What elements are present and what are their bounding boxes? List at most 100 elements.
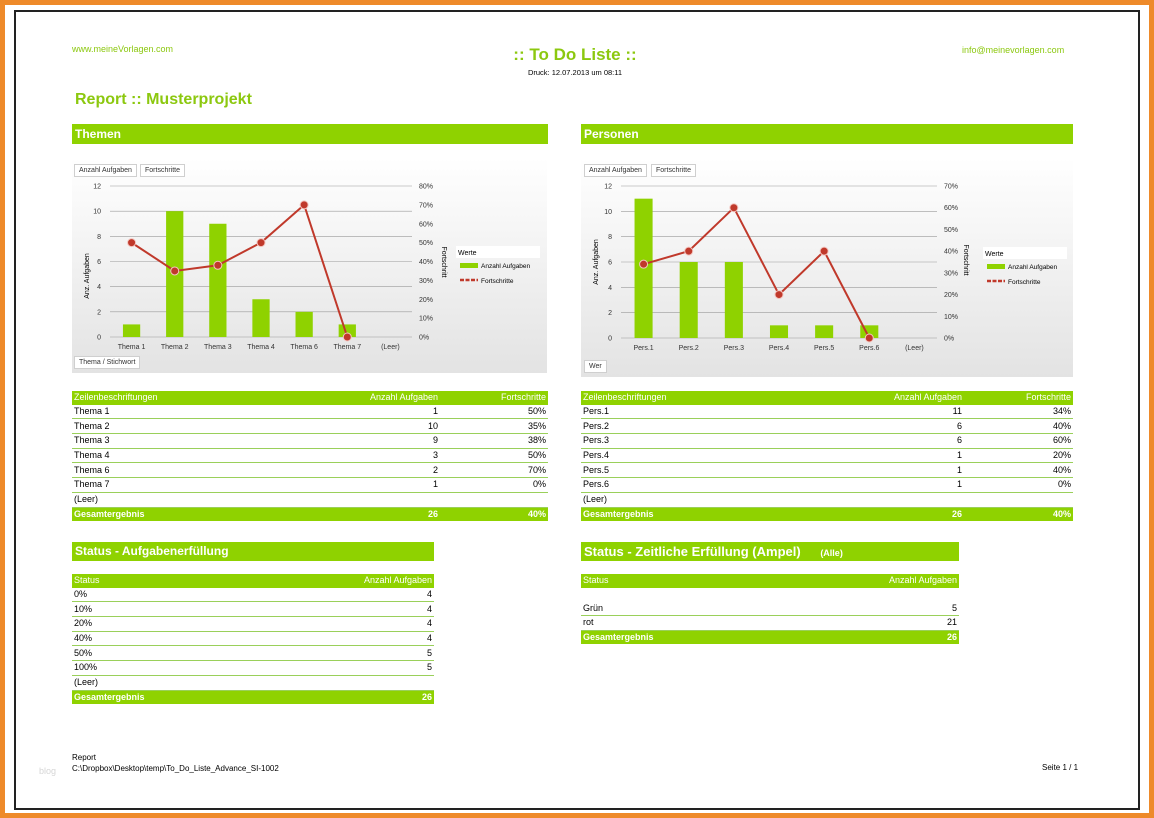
themen-value-field-button-count[interactable]: Anzahl Aufgaben — [74, 164, 137, 177]
col-header[interactable]: Anzahl Aufgaben — [276, 574, 434, 588]
x-tick-label: Thema 2 — [161, 344, 189, 351]
y2-tick-label: 30% — [419, 278, 433, 285]
page-frame-inner — [14, 10, 1140, 810]
y-tick-label: 6 — [608, 260, 612, 267]
cell-label: 10% — [72, 601, 276, 618]
ampel-filter[interactable]: (Alle) — [820, 548, 843, 558]
cell-count: 21 — [805, 615, 959, 631]
personen-y-label-left: Anz. Aufgaben — [593, 239, 600, 285]
table-total-row: Gesamtergebnis 26 — [581, 630, 959, 645]
total-progress: 40% — [440, 507, 548, 522]
section-ampel-title: Status - Zeitliche Erfüllung (Ampel) (Al… — [581, 542, 959, 561]
progress-line — [131, 203, 349, 338]
x-tick-label: Pers.3 — [724, 345, 744, 352]
personen-row-field-button[interactable]: Wer — [584, 360, 607, 373]
y-tick-label: 0 — [608, 336, 612, 343]
report-title: Report :: Musterprojekt — [75, 91, 252, 108]
cell-count: 1 — [825, 462, 964, 479]
footer-label: Report — [72, 753, 97, 762]
table-row: 0% 4 — [72, 587, 434, 603]
col-header[interactable]: Anzahl Aufgaben — [805, 574, 959, 588]
table-total-row: Gesamtergebnis 26 — [72, 690, 434, 705]
print-date: Druck: 12.07.2013 um 08:11 — [527, 68, 623, 77]
col-header[interactable]: Anzahl Aufgaben — [276, 391, 440, 405]
col-header[interactable]: Anzahl Aufgaben — [825, 391, 964, 405]
cell-count: 5 — [276, 645, 434, 662]
cell-label: Thema 3 — [72, 433, 276, 449]
table-row: 40% 4 — [72, 631, 434, 647]
total-count: 26 — [805, 630, 959, 645]
col-header[interactable]: Status — [581, 574, 805, 588]
table-row: Pers.6 1 0% — [581, 477, 1073, 493]
personen-value-field-button-count[interactable]: Anzahl Aufgaben — [584, 164, 647, 177]
y2-tick-label: 20% — [419, 297, 433, 304]
personen-legend-swatch-count — [987, 264, 1005, 269]
cell-count: 3 — [276, 448, 440, 464]
cell-label: Thema 1 — [72, 404, 276, 420]
progress-point — [684, 246, 694, 256]
cell-label: Grün — [581, 601, 805, 617]
cell-count: 1 — [276, 404, 440, 420]
bar — [122, 324, 141, 337]
col-header[interactable]: Fortschritte — [964, 391, 1073, 405]
personen-legend-progress: Fortschritte — [1008, 279, 1041, 286]
table-total-row: Gesamtergebnis 26 40% — [581, 507, 1073, 522]
cell-count: 11 — [825, 404, 964, 420]
x-tick-label: Pers.1 — [633, 345, 653, 352]
y2-tick-label: 10% — [419, 316, 433, 323]
table-row: (Leer) — [72, 492, 548, 508]
y2-tick-label: 40% — [419, 259, 433, 266]
themen-pivot-table: Zeilenbeschriftungen Anzahl Aufgaben For… — [72, 391, 548, 522]
themen-row-field-button[interactable]: Thema / Stichwort — [74, 356, 141, 369]
total-label: Gesamtergebnis — [72, 507, 276, 522]
y2-tick-label: 0% — [419, 335, 429, 342]
table-row: rot 21 — [581, 615, 959, 631]
themen-chart: 0 2 4 6 8 10 12 0% 10% 20% 30% 40% 50% 60% 70% 80% Thema… — [84, 184, 540, 351]
y2-tick-label: 0% — [944, 336, 954, 343]
y2-tick-label: 70% — [944, 184, 958, 191]
themen-value-field-button-progress[interactable]: Fortschritte — [140, 164, 186, 177]
bar — [252, 299, 270, 337]
cell-count — [805, 588, 959, 602]
col-header[interactable]: Zeilenbeschriftungen — [581, 391, 825, 405]
col-header[interactable]: Status — [72, 574, 276, 588]
cell-count: 5 — [276, 660, 434, 676]
x-tick-label: Thema 1 — [118, 344, 146, 351]
bar — [209, 223, 227, 337]
section-themen-title: Themen — [72, 124, 548, 144]
table-row: 50% 5 — [72, 645, 434, 662]
cell-progress: 0% — [964, 477, 1073, 493]
col-header[interactable]: Fortschritte — [440, 391, 548, 405]
cell-count: 1 — [825, 477, 964, 493]
y-tick-label: 2 — [97, 309, 101, 316]
cell-count — [276, 492, 440, 508]
x-tick-label: Pers.6 — [859, 345, 879, 352]
cell-count: 4 — [276, 601, 434, 618]
section-status-title: Status - Aufgabenerfüllung — [72, 542, 434, 561]
cell-count: 5 — [805, 601, 959, 617]
y-tick-label: 0 — [97, 335, 101, 342]
table-row: Thema 6 2 70% — [72, 462, 548, 479]
progress-line — [643, 206, 871, 339]
watermark: blog — [39, 766, 57, 776]
cell-label: Pers.5 — [581, 462, 825, 479]
cell-label: Pers.6 — [581, 477, 825, 493]
table-row — [581, 588, 959, 602]
progress-point — [864, 333, 874, 343]
cell-progress: 60% — [964, 433, 1073, 449]
footer-path: C:\Dropbox\Desktop\temp\To_Do_Liste_Adva… — [72, 764, 279, 773]
progress-point — [774, 290, 784, 300]
themen-legend-title: Werte — [458, 250, 477, 257]
cell-count: 1 — [825, 448, 964, 464]
themen-legend-progress: Fortschritte — [481, 278, 514, 285]
y-tick-label: 10 — [93, 209, 101, 216]
table-row: 20% 4 — [72, 616, 434, 632]
page-title: :: To Do Liste :: — [513, 45, 637, 64]
table-row: Pers.5 1 40% — [581, 462, 1073, 479]
col-header[interactable]: Zeilenbeschriftungen — [72, 391, 276, 405]
cell-progress: 20% — [964, 448, 1073, 464]
themen-chart-area: Anzahl Aufgaben Fortschritte Thema / Sti… — [72, 158, 547, 373]
x-tick-label: Thema 7 — [333, 344, 361, 351]
personen-value-field-button-progress[interactable]: Fortschritte — [651, 164, 697, 177]
